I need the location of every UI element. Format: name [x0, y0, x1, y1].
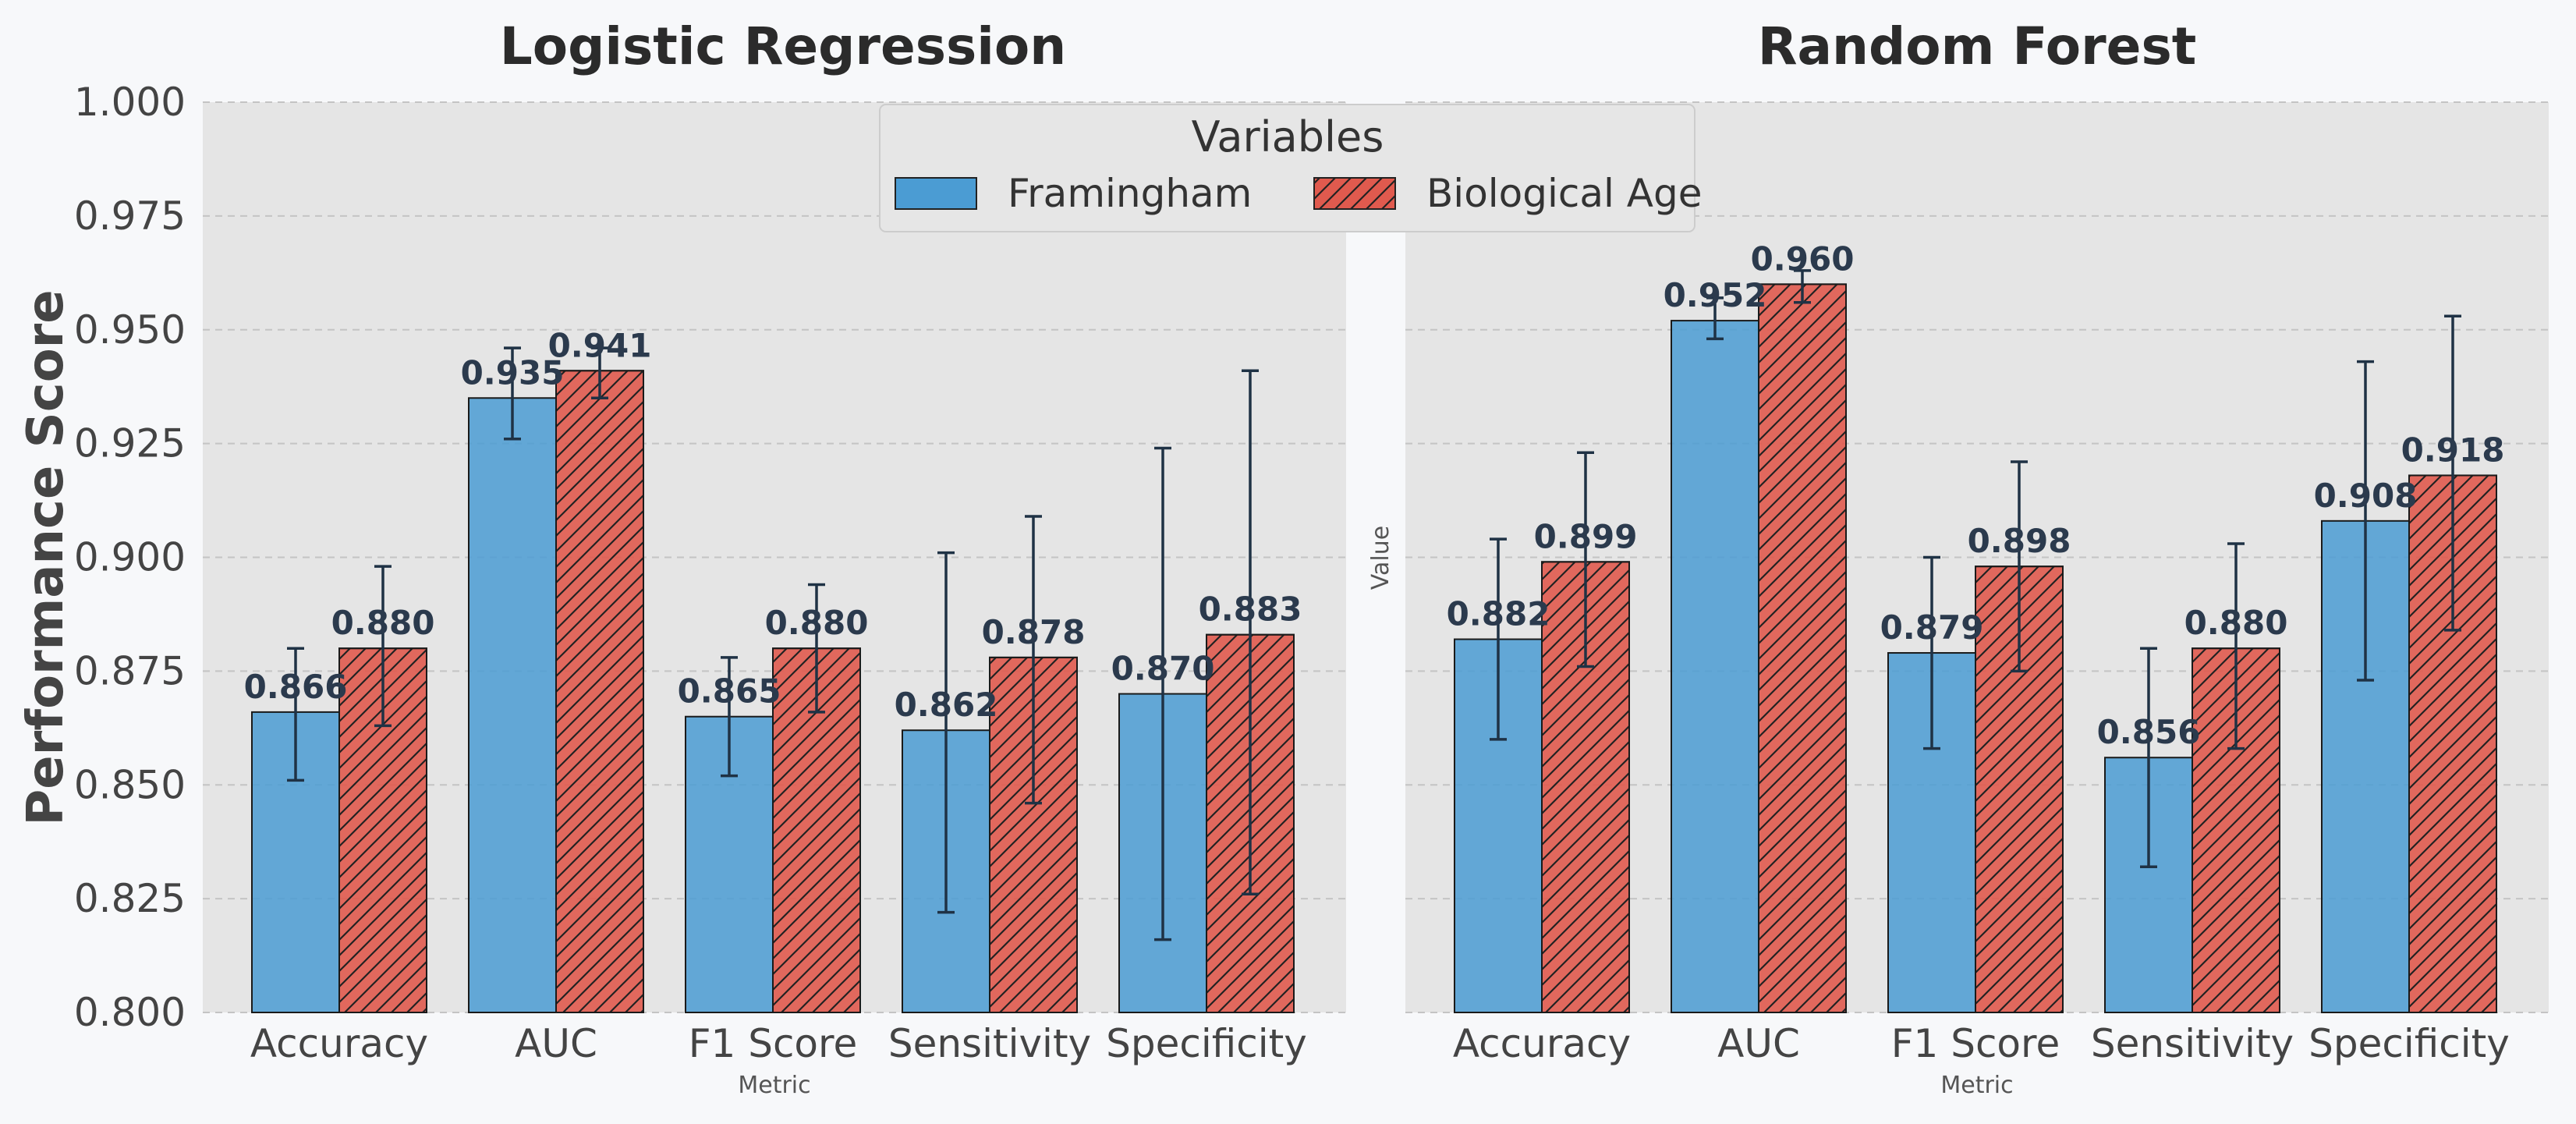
x-tick-label: F1 Score	[689, 1021, 858, 1066]
error-bar-framingham	[721, 656, 738, 778]
data-label-framingham: 0.935	[461, 353, 565, 392]
error-bar-framingham	[2140, 647, 2157, 869]
error-bar-biological-age	[2011, 460, 2028, 673]
x-tick-label: Specificity	[1106, 1021, 1307, 1066]
y-tick-labels: 0.800 0.825 0.850 0.875 0.900 0.925 0.950 0.975…	[74, 80, 186, 1035]
data-label-framingham: 0.862	[895, 686, 998, 724]
y-tick-label: 0.850	[74, 762, 186, 807]
data-label-biological-age: 0.898	[1968, 522, 2071, 560]
data-label-biological-age: 0.960	[1751, 239, 1855, 278]
data-label-framingham: 0.908	[2314, 477, 2418, 515]
error-bar-framingham	[504, 346, 521, 441]
x-tick-label: Specificity	[2308, 1021, 2510, 1066]
error-bar-biological-age	[808, 583, 825, 714]
bar-hatch	[1758, 283, 1847, 1013]
middle-axis-label: Value	[1367, 526, 1394, 590]
data-label-framingham: 0.952	[1664, 276, 1767, 314]
data-label-framingham: 0.879	[1880, 608, 1984, 647]
error-bar-biological-age	[374, 565, 392, 728]
error-bar-framingham	[1490, 537, 1507, 741]
y-tick-label: 0.975	[74, 193, 186, 239]
x-tick-label: Sensitivity	[888, 1021, 1091, 1066]
error-bar-biological-age	[2444, 314, 2461, 632]
panel-title: Random Forest	[1758, 16, 2197, 76]
error-bar-framingham	[1923, 555, 1940, 750]
error-bar-framingham	[1706, 296, 1724, 341]
data-label-framingham: 0.865	[678, 672, 781, 711]
error-bar-framingham	[1154, 446, 1171, 941]
error-bar-biological-age	[2227, 542, 2245, 750]
x-tick-label: Accuracy	[250, 1021, 428, 1066]
data-label-framingham: 0.866	[244, 668, 348, 706]
legend: Variables Framingham Biological Age	[879, 104, 1703, 232]
error-bar-biological-age	[1242, 369, 1259, 896]
legend-swatch-framingham	[895, 177, 977, 210]
error-bar-framingham	[2357, 360, 2374, 682]
data-label-biological-age: 0.880	[331, 604, 435, 642]
y-tick-label: 0.925	[74, 421, 186, 466]
x-tick-labels: Accuracy AUC F1 Score Sensitivity Specificit…	[250, 1021, 1307, 1066]
data-label-framingham: 0.870	[1111, 650, 1215, 688]
bar-framingham	[1671, 320, 1759, 1013]
error-bar-framingham	[287, 647, 304, 782]
y-tick-label: 1.000	[74, 80, 186, 125]
legend-swatch-hatch	[1313, 177, 1396, 210]
y-tick-label: 0.800	[74, 990, 186, 1035]
error-bar-biological-age	[1577, 451, 1594, 668]
data-label-biological-age: 0.918	[2401, 431, 2505, 469]
error-bar-biological-age	[1794, 269, 1811, 304]
error-bar-framingham	[937, 551, 955, 914]
data-label-biological-age: 0.941	[548, 326, 652, 364]
x-tick-label: Sensitivity	[2091, 1021, 2294, 1066]
bar-framingham	[468, 397, 557, 1013]
legend-title: Variables	[1192, 112, 1384, 161]
legend-label-biological-age: Biological Age	[1426, 171, 1703, 216]
bar-hatch	[555, 370, 644, 1013]
data-label-framingham: 0.882	[1447, 595, 1550, 633]
x-axis-label: Metric	[1940, 1072, 2013, 1099]
data-label-biological-age: 0.880	[765, 604, 869, 642]
legend-box	[879, 104, 1695, 232]
y-tick-label: 0.825	[74, 876, 186, 921]
bars	[251, 346, 1295, 1013]
x-tick-labels: Accuracy AUC F1 Score Sensitivity Specificit…	[1453, 1021, 2510, 1066]
y-tick-label: 0.900	[74, 535, 186, 580]
y-tick-label: 0.950	[74, 307, 186, 353]
x-tick-label: Accuracy	[1453, 1021, 1631, 1066]
data-label-biological-age: 0.880	[2184, 604, 2288, 642]
data-label-biological-age: 0.883	[1199, 590, 1302, 629]
y-axis-label: Performance Score	[17, 289, 75, 825]
panel-title: Logistic Regression	[500, 16, 1066, 76]
x-tick-label: AUC	[1717, 1021, 1800, 1066]
data-label-framingham: 0.856	[2097, 713, 2201, 751]
x-tick-label: AUC	[515, 1021, 597, 1066]
data-label-biological-age: 0.878	[982, 613, 1086, 651]
legend-label-framingham: Framingham	[1008, 171, 1252, 216]
error-bar-biological-age	[1025, 515, 1042, 805]
y-tick-label: 0.875	[74, 648, 186, 693]
bars	[1454, 269, 2497, 1014]
error-bar-biological-age	[591, 346, 608, 400]
data-label-biological-age: 0.899	[1534, 517, 1638, 555]
x-axis-label: Metric	[738, 1072, 810, 1099]
x-tick-label: F1 Score	[1891, 1021, 2060, 1066]
